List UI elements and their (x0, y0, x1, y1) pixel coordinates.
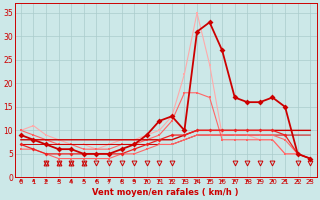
X-axis label: Vent moyen/en rafales ( km/h ): Vent moyen/en rafales ( km/h ) (92, 188, 239, 197)
